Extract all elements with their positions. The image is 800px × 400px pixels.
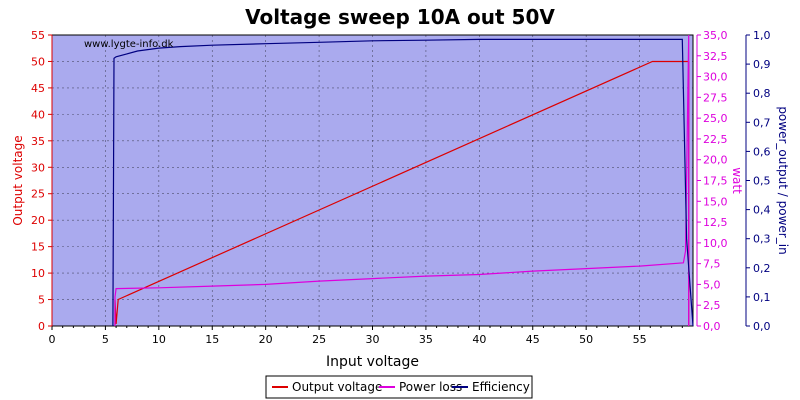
y-left-tick-label: 0 xyxy=(38,320,45,333)
y-right1-tick-label: 25,0 xyxy=(703,112,728,125)
y-right1-tick-label: 0,0 xyxy=(703,320,721,333)
y-left-tick-label: 10 xyxy=(31,267,45,280)
legend-label-efficiency: Efficiency xyxy=(472,380,530,394)
x-tick-label: 15 xyxy=(205,333,219,346)
x-tick-label: 0 xyxy=(49,333,56,346)
y-right1-tick-label: 7,5 xyxy=(703,258,721,271)
x-axis-title: Input voltage xyxy=(326,354,419,370)
y-left-tick-label: 30 xyxy=(31,161,45,174)
series-line-power-loss xyxy=(114,34,690,326)
y-left-tick-label: 5 xyxy=(38,294,45,307)
legend: Output voltage Power loss Efficiency xyxy=(265,375,533,399)
y-left-tick-label: 15 xyxy=(31,241,45,254)
y-right2-axis-title: power_output / power_in xyxy=(776,106,790,254)
legend-label-output-voltage: Output voltage xyxy=(292,380,382,394)
watermark: www.lygte-info.dk xyxy=(84,39,174,50)
x-tick-label: 40 xyxy=(472,333,486,346)
y-left-tick-label: 45 xyxy=(31,82,45,95)
y-right1-tick-label: 20,0 xyxy=(703,154,728,167)
x-tick-label: 20 xyxy=(259,333,273,346)
x-tick-label: 30 xyxy=(366,333,380,346)
x-tick-label: 50 xyxy=(579,333,593,346)
y-right1-tick-label: 2,5 xyxy=(703,299,721,312)
y-left-tick-label: 40 xyxy=(31,108,45,121)
y-right2-tick-label: 0,8 xyxy=(753,87,771,100)
y-right1-tick-label: 35,0 xyxy=(703,29,728,42)
legend-box xyxy=(265,375,533,399)
y-left-tick-label: 50 xyxy=(31,55,45,68)
y-right1-tick-label: 5,0 xyxy=(703,278,721,291)
x-tick-label: 55 xyxy=(633,333,647,346)
y-right2-tick-label: 0,2 xyxy=(753,262,771,275)
y-right1-tick-label: 10,0 xyxy=(703,237,728,250)
y-right1-tick-label: 17,5 xyxy=(703,175,728,188)
y-left-axis-title: Output voltage xyxy=(11,135,25,225)
y-right1-tick-label: 15,0 xyxy=(703,195,728,208)
series-line-efficiency xyxy=(112,38,694,327)
y-right2-tick-label: 0,4 xyxy=(753,204,771,217)
y-right2-tick-label: 0,5 xyxy=(753,175,771,188)
y-right1-tick-label: 30,0 xyxy=(703,71,728,84)
x-tick-label: 45 xyxy=(526,333,540,346)
x-tick-label: 25 xyxy=(312,333,326,346)
y-right2-tick-label: 1,0 xyxy=(753,29,771,42)
y-right2-tick-label: 0,6 xyxy=(753,145,771,158)
y-left-tick-label: 55 xyxy=(31,29,45,42)
x-tick-label: 10 xyxy=(152,333,166,346)
y-left-tick-label: 25 xyxy=(31,188,45,201)
chart-title: Voltage sweep 10A out 50V xyxy=(245,5,555,29)
y-right1-tick-label: 27,5 xyxy=(703,91,728,104)
y-right2-tick-label: 0,1 xyxy=(753,291,771,304)
y-right2-tick-label: 0,7 xyxy=(753,116,771,129)
y-right2-tick-label: 0,3 xyxy=(753,233,771,246)
y-left-tick-label: 20 xyxy=(31,214,45,227)
y-right1-axis-title: watt xyxy=(730,167,744,194)
y-left-tick-label: 35 xyxy=(31,135,45,148)
y-right1-tick-label: 12,5 xyxy=(703,216,728,229)
y-right2-tick-label: 0,9 xyxy=(753,58,771,71)
x-tick-label: 5 xyxy=(102,333,109,346)
axes: 0 5 10 15 20 25 30 35 40 45 50 55 0 5 10 15 20 25 30 35 40 45… xyxy=(31,29,771,346)
legend-label-power-loss: Power loss xyxy=(399,380,462,394)
series-layer xyxy=(112,34,694,327)
y-right2-tick-label: 0,0 xyxy=(753,320,771,333)
x-tick-label: 35 xyxy=(419,333,433,346)
y-right1-tick-label: 32,5 xyxy=(703,50,728,63)
y-right1-tick-label: 22,5 xyxy=(703,133,728,146)
